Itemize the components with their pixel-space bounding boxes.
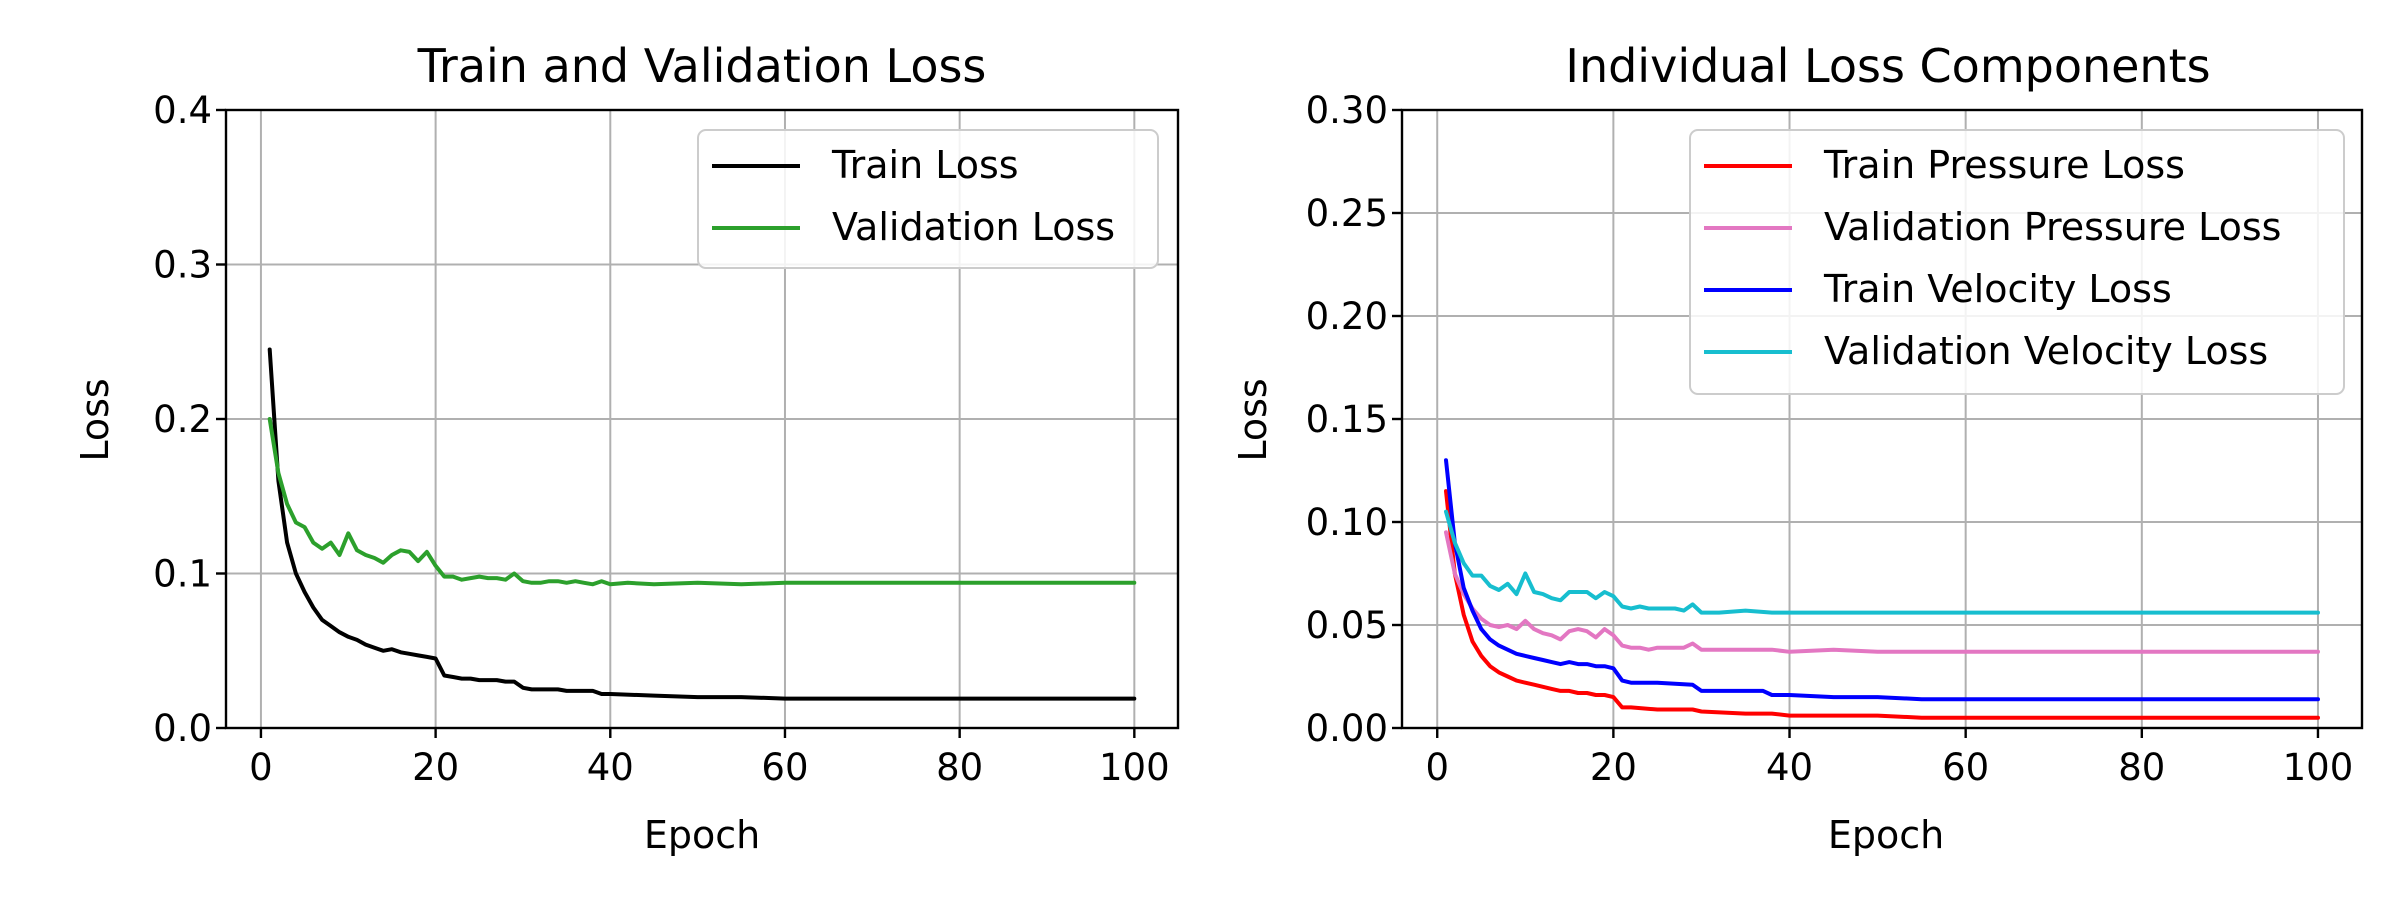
c2-ytick-label: 0.05 [1306, 604, 1388, 647]
c1-xtick-label: 40 [587, 746, 634, 789]
chart2-legend-box [1689, 129, 2345, 395]
c1-xtick-label: 100 [1099, 746, 1170, 789]
c2-series-line-train-pressure-loss [1444, 489, 2320, 720]
chart-individual-loss-components: Individual Loss Components 0 20 40 60 80 100 … [1231, 39, 2364, 857]
c1-ytick-label: 0.3 [153, 244, 212, 287]
chart2-ylabel: Loss [1231, 378, 1275, 461]
chart1-legend-box [697, 129, 1159, 269]
c1-xtick-label: 20 [412, 746, 459, 789]
chart1-x-ticks: 0 20 40 60 80 100 [249, 728, 1170, 789]
c1-series-line-train-loss [267, 347, 1137, 701]
chart2-series [1444, 458, 2320, 720]
chart2-y-ticks: 0.00 0.05 0.10 0.15 0.20 0.25 0.30 [1306, 89, 1402, 750]
chart1-legend: Train Loss Validation Loss [697, 129, 1159, 269]
chart1-legend-label-validation-loss: Validation Loss [832, 205, 1115, 249]
c1-ytick-label: 0.4 [153, 89, 212, 132]
c1-xtick-label: 60 [761, 746, 808, 789]
chart1-series [267, 347, 1137, 701]
c1-series-line-validation-loss [267, 417, 1137, 587]
c2-ytick-label: 0.10 [1306, 501, 1388, 544]
c2-ytick-label: 0.15 [1306, 398, 1388, 441]
c1-ytick-label: 0.2 [153, 398, 212, 441]
chart2-legend-label-validation-pressure: Validation Pressure Loss [1824, 205, 2281, 249]
chart1-title: Train and Validation Loss [417, 39, 987, 93]
c1-ytick-label: 0.1 [153, 553, 212, 596]
chart2-xlabel: Epoch [1828, 813, 1944, 857]
c2-series-line-validation-velocity-loss [1444, 509, 2320, 615]
chart1-y-ticks: 0.0 0.1 0.2 0.3 0.4 [153, 89, 226, 750]
c2-ytick-label: 0.00 [1306, 707, 1388, 750]
c2-xtick-label: 80 [2118, 746, 2165, 789]
chart1-xlabel: Epoch [644, 813, 760, 857]
c2-ytick-label: 0.25 [1306, 192, 1388, 235]
c2-xtick-label: 40 [1766, 746, 1813, 789]
c2-xtick-label: 20 [1590, 746, 1637, 789]
chart2-title: Individual Loss Components [1565, 39, 2210, 93]
c2-ytick-label: 0.20 [1306, 295, 1388, 338]
chart1-legend-label-train-loss: Train Loss [831, 143, 1019, 187]
c1-ytick-label: 0.0 [153, 707, 212, 750]
c2-xtick-label: 0 [1425, 746, 1449, 789]
chart2-legend-label-train-pressure: Train Pressure Loss [1823, 143, 2185, 187]
c2-xtick-label: 100 [2283, 746, 2354, 789]
chart2-x-ticks: 0 20 40 60 80 100 [1425, 728, 2353, 789]
c1-xtick-label: 0 [249, 746, 273, 789]
chart1-ylabel: Loss [73, 378, 117, 461]
c1-xtick-label: 80 [936, 746, 983, 789]
chart2-legend-label-validation-velocity: Validation Velocity Loss [1824, 329, 2268, 373]
chart2-legend-label-train-velocity: Train Velocity Loss [1823, 267, 2172, 311]
c2-series-line-validation-pressure-loss [1444, 530, 2320, 654]
chart-train-validation-loss: Train and Validation Loss 0 20 40 60 80 100 0… [73, 39, 1180, 857]
chart2-legend: Train Pressure Loss Validation Pressure … [1689, 129, 2345, 395]
c2-series-line-train-velocity-loss [1444, 458, 2320, 702]
c2-xtick-label: 60 [1942, 746, 1989, 789]
c2-ytick-label: 0.30 [1306, 89, 1388, 132]
